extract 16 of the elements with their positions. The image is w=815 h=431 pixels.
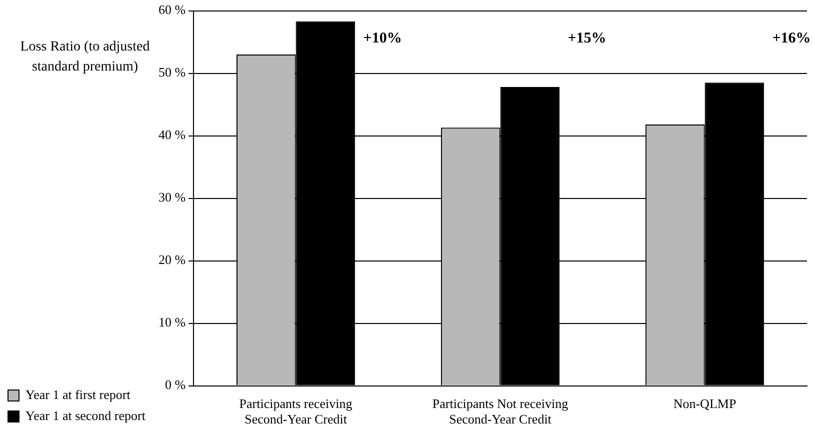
x-tick-label: Participants Not receiving Second-Year Credit xyxy=(432,396,569,427)
legend-label: Year 1 at second report xyxy=(26,408,146,423)
y-tick-label: 10 % xyxy=(158,314,186,330)
annotation: +10% xyxy=(363,30,402,47)
annotation: +15% xyxy=(568,30,606,47)
legend-label: Year 1 at first report xyxy=(26,386,131,402)
y-tick-label: 40 % xyxy=(158,127,186,142)
y-tick-label: 30 % xyxy=(158,190,186,205)
x-tick-label: Non-QLMP xyxy=(673,396,736,412)
y-axis-title: Loss Ratio (to adjusted standard premium) xyxy=(20,40,150,75)
y-tick-label: 0 % xyxy=(164,377,186,392)
annotation: +16% xyxy=(772,30,811,47)
x-tick-label: Participants receiving Second-Year Credit xyxy=(239,396,353,427)
y-tick-label: 50 % xyxy=(158,64,186,80)
y-tick-label: 20 % xyxy=(158,252,186,268)
y-tick-label: 60 % xyxy=(158,2,186,18)
